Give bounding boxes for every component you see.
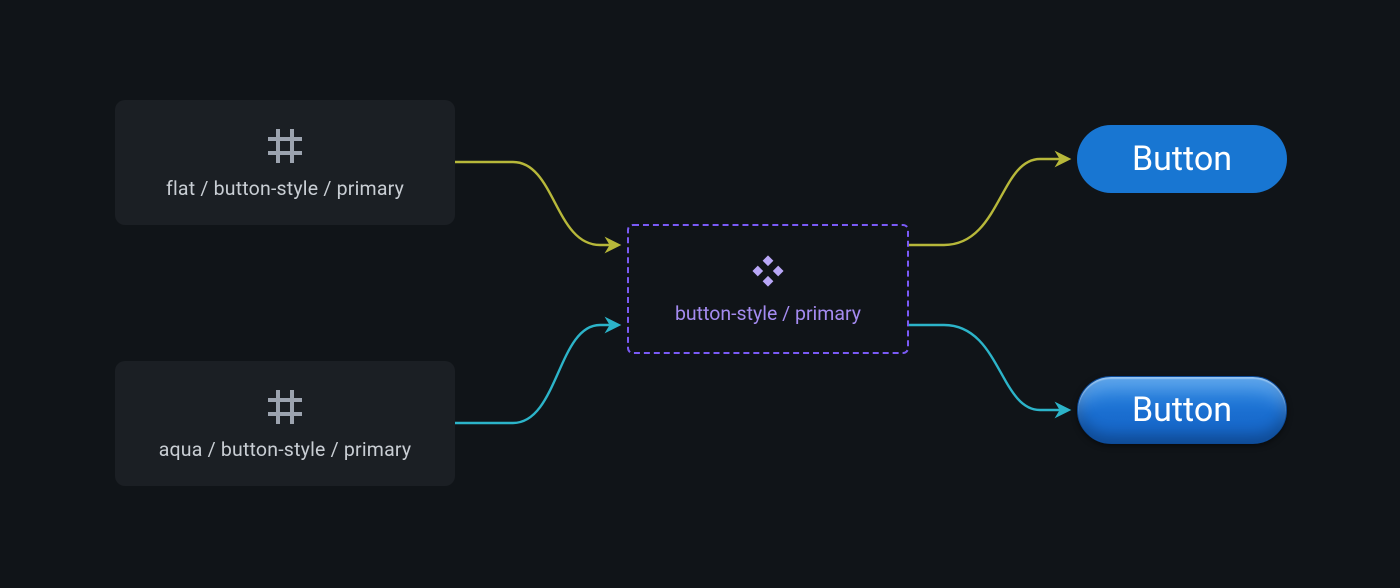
style-card-aqua: aqua / button-style / primary — [115, 361, 455, 486]
style-card-flat: flat / button-style / primary — [115, 100, 455, 225]
component-label: button-style / primary — [675, 302, 861, 325]
button-flat-preview[interactable]: Button — [1077, 125, 1287, 193]
style-card-label: aqua / button-style / primary — [159, 438, 412, 461]
arrow-in-bot — [455, 325, 618, 423]
diagram-canvas: flat / button-style / primary aqua / but… — [0, 0, 1400, 588]
arrow-out-top — [909, 159, 1068, 245]
style-card-label: flat / button-style / primary — [166, 177, 404, 200]
component-box: button-style / primary — [627, 224, 909, 354]
button-label: Button — [1132, 139, 1232, 179]
arrow-out-bot — [909, 325, 1068, 410]
button-label: Button — [1132, 390, 1232, 430]
component-icon — [751, 254, 785, 288]
hash-icon — [264, 386, 306, 428]
button-aqua-preview[interactable]: Button — [1077, 376, 1287, 444]
hash-icon — [264, 125, 306, 167]
arrow-in-top — [455, 162, 618, 245]
